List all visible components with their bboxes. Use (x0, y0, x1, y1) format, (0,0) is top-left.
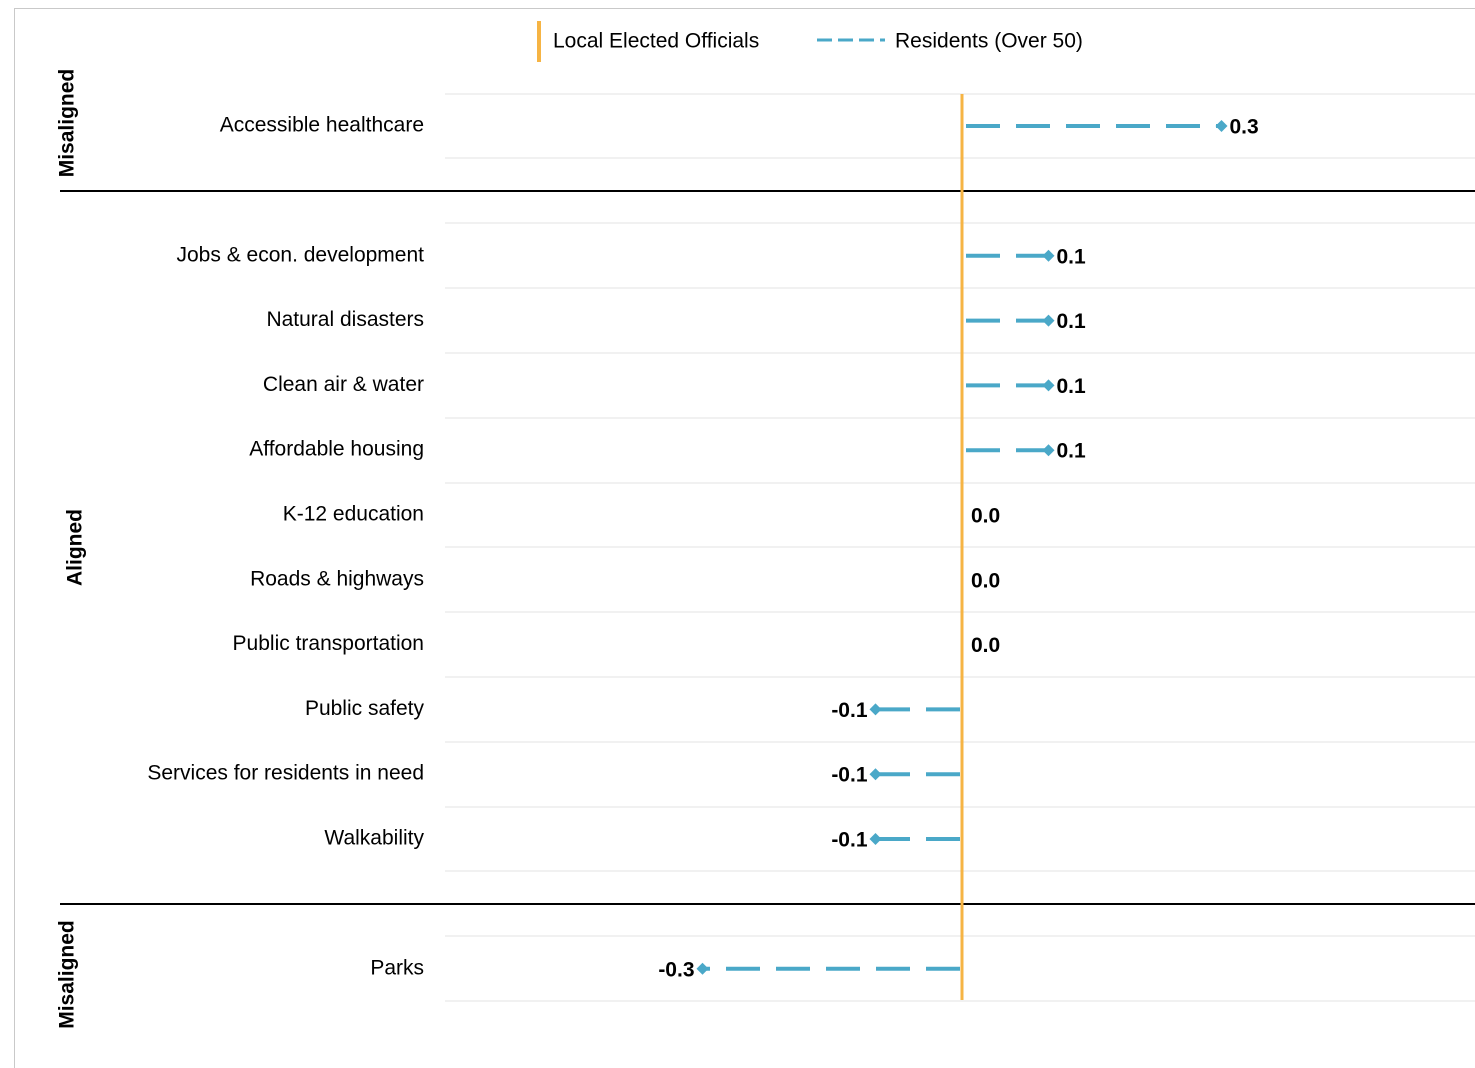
data-label: -0.1 (831, 699, 868, 722)
residents-diamond-marker (1042, 444, 1055, 457)
residents-diamond-marker (1215, 120, 1228, 132)
residents-diamond-marker (869, 833, 882, 845)
category-label: Jobs & econ. development (177, 243, 425, 266)
legend-officials-label: Local Elected Officials (553, 30, 759, 53)
category-label: Affordable housing (249, 438, 424, 461)
data-label: 0.3 (1230, 116, 1259, 139)
residents-diamond-marker (1042, 379, 1055, 392)
data-label: 0.1 (1057, 440, 1087, 463)
category-label: Public safety (305, 697, 425, 720)
category-label: Roads & highways (250, 567, 424, 590)
residents-diamond-marker (869, 703, 882, 716)
residents-diamond-marker (1042, 314, 1055, 327)
category-label: Clean air & water (263, 373, 424, 396)
data-label: 0.1 (1057, 310, 1087, 333)
category-label: Accessible healthcare (220, 114, 424, 137)
category-label: K-12 education (283, 503, 424, 526)
group-label: Misaligned (56, 69, 79, 178)
data-label: 0.1 (1057, 375, 1087, 398)
legend-residents-label: Residents (Over 50) (895, 30, 1083, 53)
data-label: -0.1 (831, 829, 868, 852)
data-label: -0.1 (831, 764, 868, 787)
category-label: Natural disasters (266, 308, 424, 331)
group-label: Misaligned (56, 920, 79, 1029)
data-label: 0.0 (971, 634, 1000, 657)
residents-diamond-marker (1042, 249, 1055, 262)
residents-diamond-marker (869, 768, 882, 781)
category-label: Public transportation (233, 632, 424, 655)
category-label: Parks (370, 956, 424, 979)
data-label: -0.3 (658, 958, 694, 981)
group-label: Aligned (64, 509, 87, 586)
category-label: Walkability (324, 827, 424, 850)
chart-frame (14, 8, 1475, 1068)
residents-diamond-marker (696, 962, 709, 975)
category-label: Services for residents in need (147, 762, 424, 785)
data-label: 0.1 (1057, 245, 1087, 268)
data-label: 0.0 (971, 505, 1000, 528)
data-label: 0.0 (971, 569, 1000, 592)
